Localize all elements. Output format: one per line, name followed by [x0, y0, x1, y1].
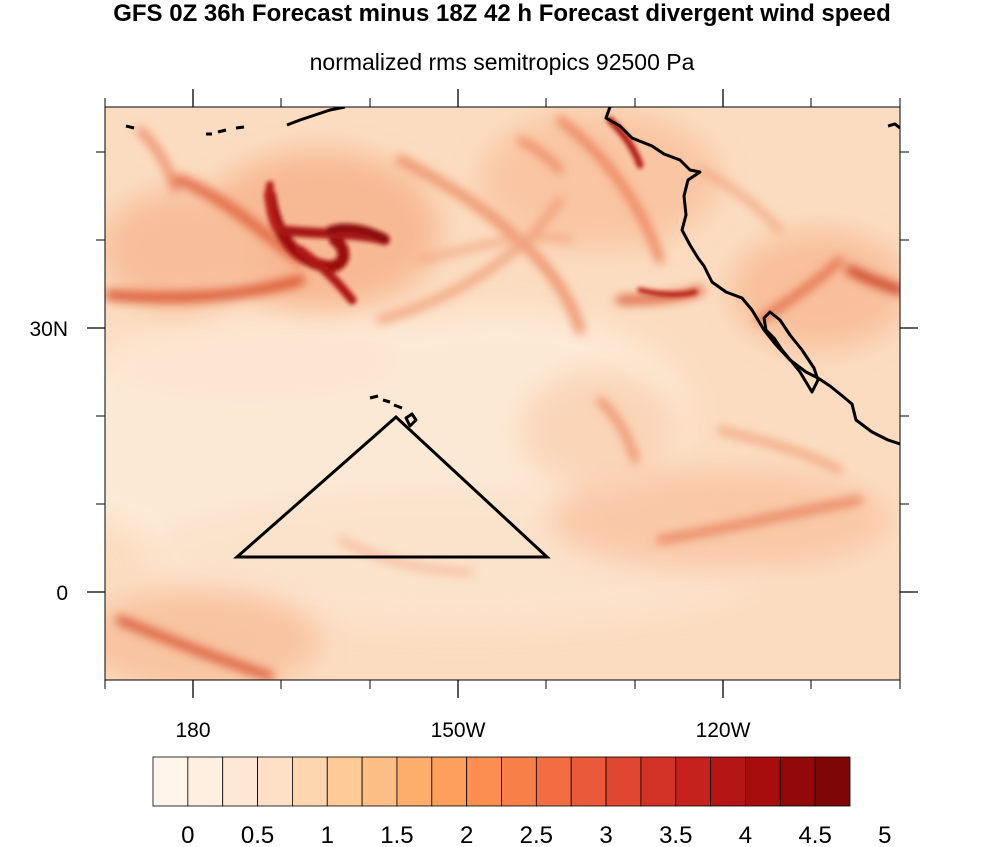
- colorbar-label: 5: [878, 822, 891, 847]
- longitude-labels: 180 150W 120W: [175, 719, 750, 742]
- colorbar-label: 1.5: [380, 822, 413, 847]
- latitude-labels: 30N 0: [29, 318, 68, 605]
- coastline-north-america: [604, 107, 900, 446]
- colorbar-label: 3.5: [659, 822, 692, 847]
- colorbar-label: 2.5: [520, 822, 553, 847]
- colorbar-label: 0.5: [241, 822, 274, 847]
- colorbar-swatch: [814, 756, 851, 807]
- colorbar-swatch: [501, 756, 537, 807]
- colorbar-label: 3: [599, 822, 612, 847]
- colorbar-swatch: [779, 756, 816, 807]
- colorbar-swatch: [431, 756, 468, 807]
- colorbar-swatch: [745, 756, 781, 807]
- colorbar-swatch: [187, 756, 224, 807]
- map-title: GFS 0Z 36h Forecast minus 18Z 42 h Forec…: [113, 0, 891, 27]
- colorbar-label: 2: [460, 822, 473, 847]
- lon-label-120w: 120W: [696, 719, 751, 742]
- colorbar-swatch: [396, 756, 433, 807]
- colorbar-label: 4.5: [798, 822, 831, 847]
- coastline-baja: [762, 310, 820, 394]
- colorbar-label: 0: [181, 822, 194, 847]
- colorbar-swatch: [466, 756, 502, 807]
- colorbar-swatch: [605, 756, 642, 807]
- colorbar-swatch: [257, 756, 293, 807]
- lon-label-180: 180: [175, 719, 210, 742]
- colorbar-swatch: [326, 756, 363, 807]
- coastline-hawaii: [369, 394, 418, 428]
- triangle-outline: [233, 414, 551, 559]
- colorbar-swatch: [152, 756, 189, 807]
- map-subtitle: normalized rms semitropics 92500 Pa: [309, 49, 695, 75]
- lat-label-0: 0: [56, 582, 68, 605]
- lon-label-150w: 150W: [431, 719, 486, 742]
- colorbar-swatch: [640, 756, 677, 807]
- lat-label-30n: 30N: [29, 318, 68, 341]
- coastline-aleutians: [125, 107, 900, 136]
- colorbar-swatch: [222, 756, 258, 807]
- wind-speed-field: [105, 107, 900, 680]
- axis-ticks: [87, 89, 918, 698]
- colorbar-swatch: [361, 756, 398, 807]
- colorbar-swatch: [535, 756, 572, 807]
- colorbar-swatch: [570, 756, 607, 807]
- colorbar-swatch: [675, 756, 711, 807]
- plot-frame: [104, 106, 901, 681]
- colorbar-swatch: [710, 756, 746, 807]
- colorbar-label: 4: [739, 822, 752, 847]
- colorbar-swatch: [291, 756, 328, 807]
- colorbar: [152, 756, 851, 807]
- colorbar-label: 1: [321, 822, 334, 847]
- colorbar-labels: 0 0.5 1 1.5 2 2.5 3 3.5 4 4.5 5: [181, 822, 891, 847]
